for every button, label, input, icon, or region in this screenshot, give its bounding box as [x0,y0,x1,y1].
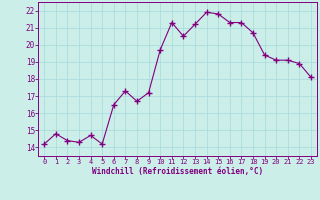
X-axis label: Windchill (Refroidissement éolien,°C): Windchill (Refroidissement éolien,°C) [92,167,263,176]
